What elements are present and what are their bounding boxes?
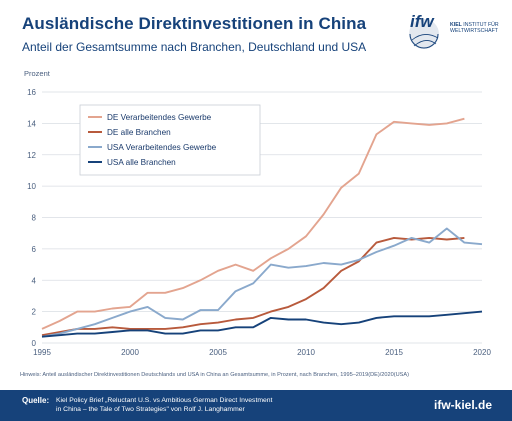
x-tick-label-1995: 1995 [33,348,51,357]
chart-subtitle: Anteil der Gesamtsumme nach Branchen, De… [22,40,367,54]
footer-source-line2: in China – the Tale of Two Strategies" v… [56,406,245,413]
logo-weltwirtschaft: WELTWIRTSCHAFT [450,28,498,35]
chart-grid [42,91,482,344]
footer-source-label: Quelle: [22,396,50,405]
y-tick-label-10: 10 [27,182,36,191]
x-tick-label-2020: 2020 [473,348,491,357]
chart-title: Ausländische Direktinvestitionen in Chin… [22,14,367,33]
y-tick-label-2: 2 [32,308,37,317]
y-tick-label-0: 0 [32,339,37,348]
chart-series [41,117,483,338]
footer-bar: Quelle: Kiel Policy Brief „Reluctant U.S… [0,390,512,421]
legend-label-2: USA Verarbeitendes Gewerbe [107,143,217,152]
x-tick-label-2000: 2000 [121,348,139,357]
ifw-logo: ifw KIEL INSTITUT FÜR WELTWIRTSCHAFT [404,10,508,54]
x-tick-label-2005: 2005 [209,348,227,357]
x-axis-ticks: 1995 2000 2005 2010 2015 2020 [33,348,491,357]
logo-mark-text: ifw [410,12,435,31]
y-axis-label: Prozent [24,69,51,78]
line-chart: 0 2 4 6 8 10 12 14 16 1995 2000 2005 2010 2015 2020 P… [24,69,491,357]
y-tick-label-8: 8 [32,214,37,223]
y-tick-label-4: 4 [32,276,37,285]
logo-text: KIEL INSTITUT FÜR WELTWIRTSCHAFT [450,22,508,34]
series-line-3 [41,310,483,338]
legend-label-3: USA alle Branchen [107,158,176,167]
series-line-0 [41,117,465,330]
chart-note: Hinweis: Anteil ausländischer Direktinve… [20,372,409,378]
legend-box [79,104,261,176]
footer-url-link[interactable]: ifw-kiel.de [433,398,492,412]
series-line-1 [41,236,465,337]
y-axis-ticks: 0 2 4 6 8 10 12 14 16 [27,88,36,348]
footer-source-text: Kiel Policy Brief „Reluctant U.S. vs Amb… [56,396,356,414]
y-tick-label-14: 14 [27,119,36,128]
footer-source-line1: Kiel Policy Brief „Reluctant U.S. vs Amb… [56,397,273,404]
y-tick-label-16: 16 [27,88,36,97]
x-tick-label-2015: 2015 [385,348,403,357]
legend-label-0: DE Verarbeitendes Gewerbe [107,113,212,122]
legend-label-1: DE alle Branchen [107,128,171,137]
y-tick-label-12: 12 [27,151,36,160]
logo-kiel: KIEL [450,22,462,28]
logo-institut: INSTITUT FÜR [463,22,499,28]
series-line-2 [41,227,483,338]
chart-legend: DE Verarbeitendes Gewerbe DE alle Branche… [79,104,261,176]
x-tick-label-2010: 2010 [297,348,315,357]
globe-icon: ifw [409,12,439,49]
y-tick-label-6: 6 [32,245,37,254]
